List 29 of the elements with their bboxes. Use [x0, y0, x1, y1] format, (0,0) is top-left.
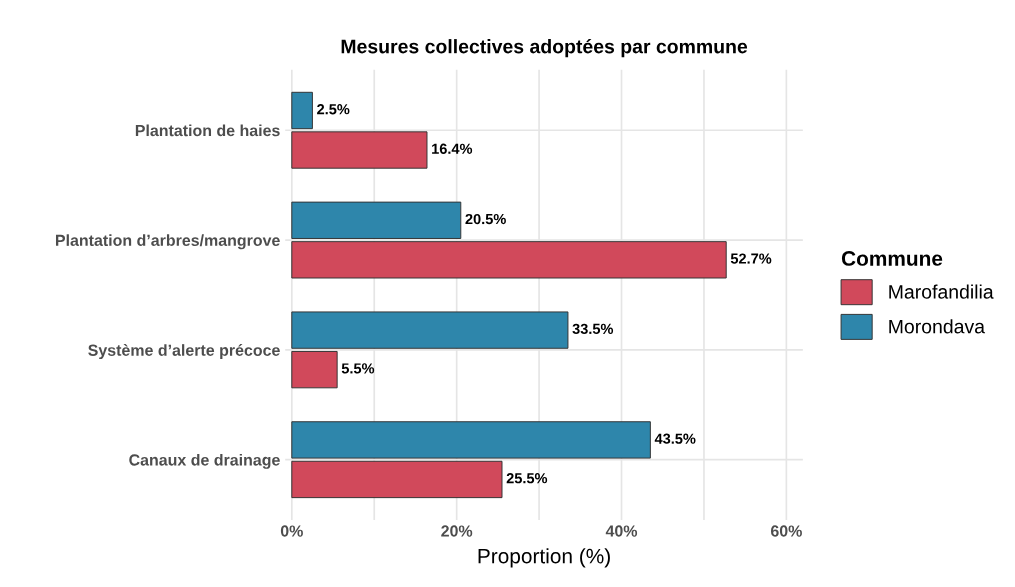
- x-axis-title: Proportion (%): [478, 548, 610, 568]
- bar: [291, 421, 651, 459]
- data-label: 20.5%: [465, 213, 506, 225]
- y-tick-label: Plantation d’arbres/mangrove: [55, 234, 280, 250]
- bar: [291, 460, 503, 499]
- bar: [291, 131, 428, 169]
- data-label: 25.5%: [506, 473, 548, 484]
- chart-title: Mesures collectives adoptées par commune: [341, 38, 748, 58]
- x-tick-label: 20%: [441, 525, 473, 537]
- legend-label: Morondava: [889, 319, 986, 334]
- bar: [291, 91, 313, 130]
- data-label: 2.5%: [317, 104, 350, 115]
- data-label: 33.5%: [572, 323, 614, 335]
- y-tick-label: Système d’alerte précoce: [88, 344, 280, 360]
- y-tick-label: Plantation de haies: [135, 124, 280, 137]
- data-label: 52.7%: [730, 253, 772, 264]
- legend-title: Commune: [841, 251, 943, 266]
- x-tick-label: 40%: [605, 525, 638, 537]
- bar: [291, 241, 727, 279]
- bar: [291, 201, 462, 239]
- x-tick-label: 0%: [280, 525, 303, 537]
- data-label: 43.5%: [654, 433, 696, 444]
- data-label: 16.4%: [432, 143, 473, 154]
- bar: [291, 350, 338, 389]
- legend-label: Marofandilia: [889, 284, 994, 299]
- bar: [291, 311, 569, 349]
- x-tick-label: 60%: [770, 525, 802, 537]
- y-tick-label: Canaux de drainage: [129, 453, 280, 469]
- data-label: 5.5%: [341, 363, 375, 374]
